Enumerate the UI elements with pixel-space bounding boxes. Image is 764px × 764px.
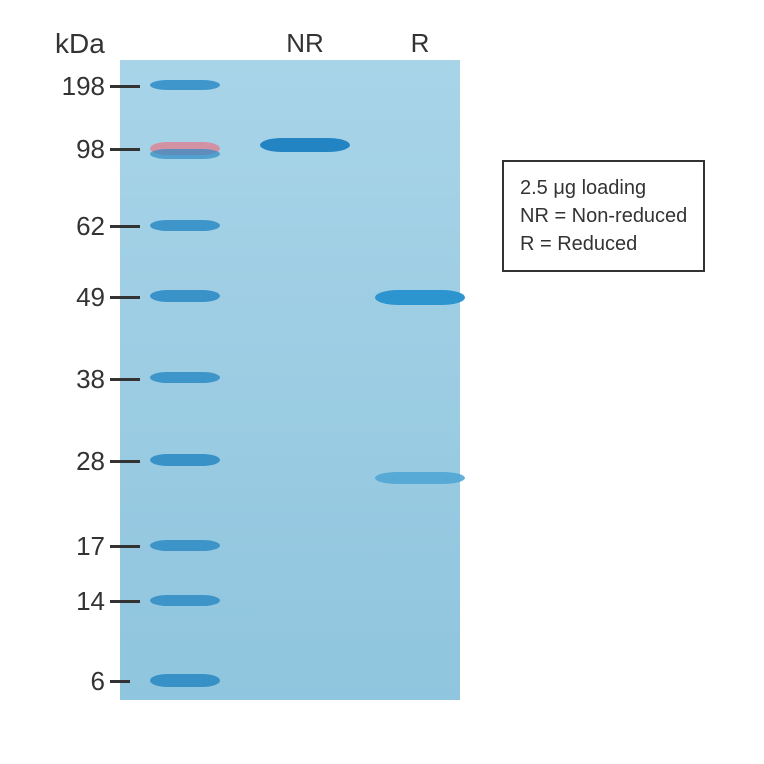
ladder-band-9 (150, 674, 220, 687)
tick-label-6: 6 (45, 666, 105, 697)
ladder-band-0 (150, 80, 220, 90)
legend-line-1: 2.5 μg loading (520, 174, 687, 202)
tick-mark (110, 85, 140, 88)
ladder-band-2 (150, 149, 220, 159)
legend-line-3: R = Reduced (520, 230, 687, 258)
tick-label-28: 28 (45, 446, 105, 477)
tick-mark (110, 545, 140, 548)
tick-mark (110, 148, 140, 151)
tick-mark (110, 378, 140, 381)
tick-label-49: 49 (45, 282, 105, 313)
legend-box: 2.5 μg loading NR = Non-reduced R = Redu… (502, 160, 705, 272)
axis-unit-label: kDa (55, 28, 105, 60)
tick-label-62: 62 (45, 211, 105, 242)
legend-line-2: NR = Non-reduced (520, 202, 687, 230)
lane-label-nr: NR (260, 28, 350, 59)
nr-band-0 (260, 138, 350, 152)
ladder-band-6 (150, 454, 220, 466)
tick-mark (110, 225, 140, 228)
tick-label-38: 38 (45, 364, 105, 395)
r-band-1 (375, 472, 465, 484)
lane-label-r: R (375, 28, 465, 59)
tick-mark (110, 600, 140, 603)
tick-mark (110, 460, 140, 463)
tick-label-17: 17 (45, 531, 105, 562)
ladder-band-8 (150, 595, 220, 606)
tick-mark (110, 296, 140, 299)
tick-label-98: 98 (45, 134, 105, 165)
tick-label-14: 14 (45, 586, 105, 617)
ladder-band-7 (150, 540, 220, 551)
gel-image-container: kDa 198 98 62 49 38 28 17 14 6 NR R 2.5 μg loadin… (0, 0, 764, 764)
tick-mark (110, 680, 130, 683)
ladder-band-3 (150, 220, 220, 231)
ladder-band-5 (150, 372, 220, 383)
tick-label-198: 198 (45, 71, 105, 102)
ladder-band-4 (150, 290, 220, 302)
r-band-0 (375, 290, 465, 305)
